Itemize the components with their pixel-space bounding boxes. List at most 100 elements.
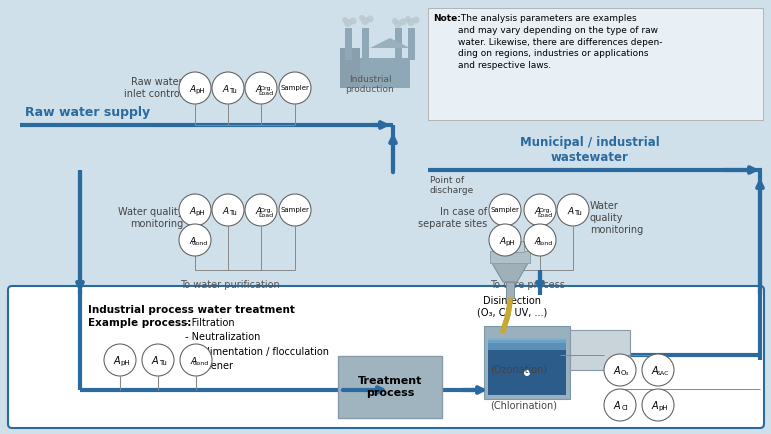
FancyBboxPatch shape: [428, 8, 763, 120]
Circle shape: [604, 389, 636, 421]
Circle shape: [180, 344, 212, 376]
Bar: [488, 340, 566, 350]
Polygon shape: [370, 38, 410, 48]
Text: Sampler: Sampler: [490, 207, 520, 213]
Text: A: A: [651, 401, 658, 411]
Circle shape: [399, 19, 406, 26]
Text: A: A: [614, 401, 621, 411]
Text: (Ozonation): (Ozonation): [490, 365, 547, 375]
Text: Disinfection
(O₃, Cl, UV, ...): Disinfection (O₃, Cl, UV, ...): [477, 296, 547, 318]
Circle shape: [524, 370, 530, 376]
Text: Water
quality
monitoring: Water quality monitoring: [590, 201, 643, 235]
Circle shape: [394, 20, 402, 28]
Polygon shape: [492, 263, 528, 282]
Circle shape: [245, 194, 277, 226]
Circle shape: [142, 344, 174, 376]
Text: Treatment
process: Treatment process: [358, 376, 423, 398]
Circle shape: [412, 16, 419, 23]
Circle shape: [104, 344, 136, 376]
Bar: [570, 330, 630, 370]
Circle shape: [179, 72, 211, 104]
Circle shape: [342, 17, 348, 23]
Text: Point of
discharge: Point of discharge: [430, 176, 474, 195]
Text: In case of
separate sites: In case of separate sites: [418, 207, 487, 229]
Text: Example process:: Example process:: [88, 318, 191, 328]
Text: - Filtration
- Neutralization
- Sedimentation / flocculation
- Softener: - Filtration - Neutralization - Sediment…: [185, 318, 329, 371]
Text: A: A: [189, 207, 195, 216]
Circle shape: [212, 72, 244, 104]
Text: Tu: Tu: [229, 88, 237, 94]
Text: Cl: Cl: [621, 405, 628, 411]
Circle shape: [279, 72, 311, 104]
Circle shape: [557, 194, 589, 226]
Circle shape: [489, 194, 521, 226]
Bar: [506, 282, 514, 298]
Circle shape: [642, 389, 674, 421]
Bar: [484, 326, 570, 399]
Circle shape: [349, 17, 356, 24]
Text: A: A: [255, 207, 261, 216]
Bar: [362, 28, 369, 60]
Text: Municipal / industrial
wastewater: Municipal / industrial wastewater: [520, 136, 660, 164]
Text: A: A: [222, 85, 228, 94]
Bar: [490, 251, 530, 263]
Text: A: A: [114, 356, 120, 366]
Bar: [395, 28, 402, 60]
Bar: [350, 58, 410, 88]
Text: A: A: [534, 237, 540, 246]
Text: A: A: [255, 85, 261, 94]
Text: To water purification: To water purification: [180, 280, 280, 290]
Text: Org.
Load: Org. Load: [537, 208, 553, 218]
Circle shape: [392, 18, 398, 24]
Circle shape: [359, 15, 365, 21]
Text: Water quality
monitoring: Water quality monitoring: [117, 207, 183, 229]
Text: The analysis parameters are examples
and may vary depending on the type of raw
w: The analysis parameters are examples and…: [458, 14, 662, 70]
Bar: [488, 338, 566, 343]
Text: pH: pH: [505, 240, 515, 246]
Bar: [488, 345, 566, 395]
FancyBboxPatch shape: [8, 286, 764, 428]
Circle shape: [366, 16, 373, 23]
Circle shape: [344, 19, 352, 27]
Circle shape: [212, 194, 244, 226]
Text: A: A: [567, 207, 573, 216]
Circle shape: [524, 194, 556, 226]
Text: A: A: [614, 366, 621, 376]
Circle shape: [279, 194, 311, 226]
Text: pH: pH: [195, 210, 205, 216]
Text: Sampler: Sampler: [281, 207, 309, 213]
Circle shape: [405, 16, 411, 22]
Text: (Chlorination): (Chlorination): [490, 400, 557, 410]
Text: Cond: Cond: [193, 361, 209, 366]
Circle shape: [407, 18, 415, 26]
Text: O₃: O₃: [621, 370, 629, 376]
Text: A: A: [152, 356, 158, 366]
Text: Tu: Tu: [160, 360, 167, 366]
Text: pH: pH: [120, 360, 130, 366]
Text: A: A: [189, 85, 195, 94]
Text: A: A: [499, 237, 505, 246]
Text: A: A: [651, 366, 658, 376]
FancyBboxPatch shape: [338, 356, 442, 418]
Circle shape: [604, 354, 636, 386]
Text: A: A: [222, 207, 228, 216]
Text: Sampler: Sampler: [281, 85, 309, 91]
Text: pH: pH: [658, 405, 668, 411]
Text: Org.
Load: Org. Load: [258, 208, 274, 218]
Circle shape: [489, 224, 521, 256]
Circle shape: [245, 72, 277, 104]
Text: Tu: Tu: [229, 210, 237, 216]
Text: Industrial process water treatment: Industrial process water treatment: [88, 305, 295, 315]
Bar: [340, 48, 360, 88]
Text: Raw water supply: Raw water supply: [25, 106, 150, 119]
Text: Cond: Cond: [537, 241, 554, 246]
Text: A: A: [190, 357, 196, 366]
Circle shape: [524, 224, 556, 256]
Bar: [345, 28, 352, 60]
Text: Industrial
production: Industrial production: [345, 75, 395, 95]
Text: pH: pH: [195, 88, 205, 94]
Bar: [408, 28, 415, 60]
Text: Note:: Note:: [433, 14, 461, 23]
Circle shape: [361, 17, 369, 25]
Text: SAC: SAC: [657, 371, 669, 376]
